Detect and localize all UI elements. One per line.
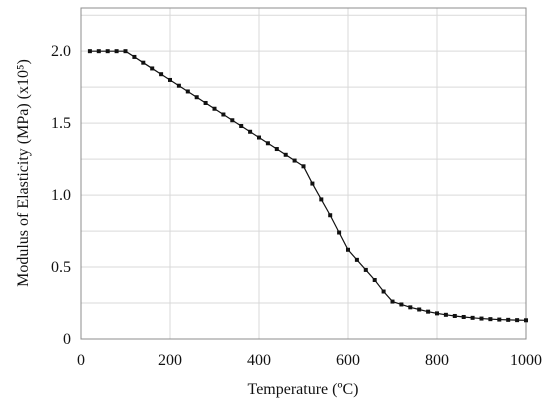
plot-frame [80, 7, 527, 340]
data-point [230, 118, 235, 123]
x-tick-label: 200 [158, 352, 182, 369]
data-point [123, 49, 128, 54]
data-point [346, 247, 350, 252]
data-point [417, 307, 422, 312]
data-point [461, 314, 466, 319]
x-tick-label: 1000 [510, 352, 542, 369]
y-tick-label: 2.0 [51, 43, 71, 60]
data-point [185, 89, 190, 94]
data-point [159, 72, 164, 77]
x-tick-label: 600 [336, 352, 360, 369]
data-point [488, 317, 493, 322]
data-point [470, 315, 475, 320]
data-point [105, 49, 110, 54]
data-point [274, 147, 279, 152]
data-point [452, 313, 457, 318]
data-point [194, 95, 199, 100]
data-point [479, 316, 484, 321]
data-point [372, 277, 377, 282]
data-point [363, 267, 368, 272]
y-axis-title: Modulus of Elasticity (MPa) (x10⁵) [15, 59, 32, 287]
data-point [221, 112, 226, 117]
x-axis-title: Temperature (ºC) [248, 381, 359, 398]
data-point [319, 197, 324, 202]
data-point [390, 299, 395, 304]
gridlines [81, 8, 526, 339]
data-point [239, 124, 244, 129]
data-point [265, 141, 270, 146]
tick-labels: 0 200 400 600 800 1000 0 0.5 1.0 1.5 2.0 [51, 43, 542, 369]
y-tick-label: 1.5 [51, 115, 71, 132]
data-point [497, 317, 502, 322]
data-point [328, 213, 333, 218]
y-tick-label: 0 [63, 331, 71, 348]
data-point [141, 60, 146, 65]
data-point [87, 49, 92, 54]
data-point [381, 289, 386, 294]
data-point [435, 311, 439, 316]
x-tick-label: 400 [247, 352, 271, 369]
data-point [443, 312, 448, 317]
data-point [506, 317, 511, 322]
data-point [176, 83, 181, 88]
data-point [292, 158, 297, 163]
data-point [150, 66, 155, 71]
data-point [212, 106, 217, 111]
series [87, 49, 528, 323]
y-tick-label: 1.0 [51, 187, 71, 204]
data-point [408, 305, 413, 310]
data-point [96, 49, 101, 54]
data-point [168, 77, 172, 82]
data-point [515, 318, 520, 323]
data-point [283, 152, 288, 157]
x-tick-label: 0 [77, 352, 85, 369]
data-point [132, 54, 137, 59]
data-point [337, 230, 342, 235]
y-tick-label: 0.5 [51, 259, 71, 276]
data-point [399, 302, 404, 307]
data-point [203, 100, 208, 105]
series-line [89, 50, 527, 321]
data-point [354, 257, 359, 262]
data-point [114, 49, 119, 54]
data-point [524, 318, 528, 323]
data-point [426, 309, 431, 314]
data-point [257, 135, 261, 140]
data-point [301, 164, 306, 169]
data-point [248, 129, 253, 134]
data-point [310, 181, 315, 186]
x-tick-label: 800 [425, 352, 449, 369]
